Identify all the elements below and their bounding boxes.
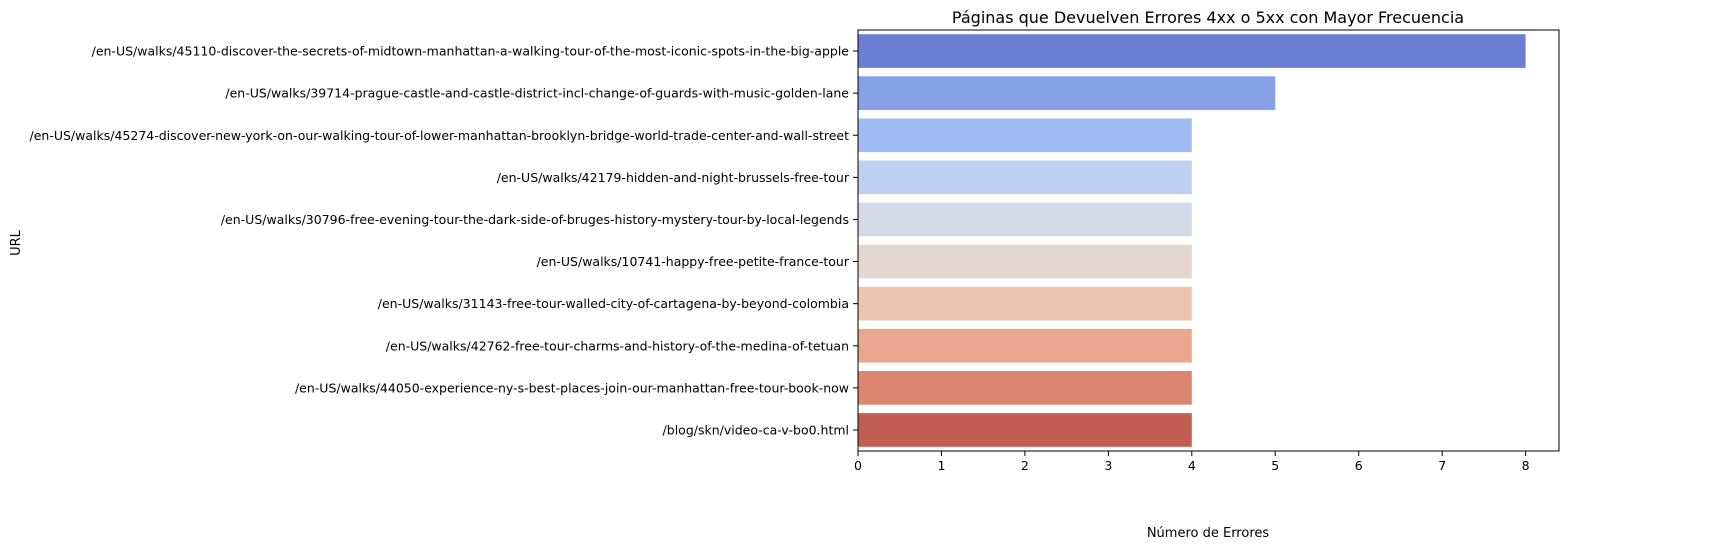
y-tick-label: /en-US/walks/31143-free-tour-walled-city…	[378, 296, 849, 311]
bar	[858, 202, 1192, 237]
x-tick-label: 1	[937, 458, 945, 473]
x-tick-label: 8	[1522, 458, 1530, 473]
x-tick-label: 7	[1438, 458, 1446, 473]
chart-title: Páginas que Devuelven Errores 4xx o 5xx …	[952, 8, 1464, 27]
x-tick-label: 0	[854, 458, 862, 473]
bar	[858, 413, 1192, 447]
bar	[858, 244, 1192, 279]
x-tick-label: 3	[1104, 458, 1112, 473]
y-tick-label: /en-US/walks/45274-discover-new-york-on-…	[30, 128, 850, 143]
y-tick-label: /en-US/walks/10741-happy-free-petite-fra…	[537, 254, 850, 269]
x-axis-label: Número de Errores	[1147, 526, 1270, 541]
bars-layer	[858, 34, 1526, 447]
y-tick-label: /blog/skn/video-ca-v-bo0.html	[663, 422, 849, 437]
bar	[858, 328, 1192, 363]
bar	[858, 118, 1192, 153]
y-tick-label: /en-US/walks/39714-prague-castle-and-cas…	[225, 86, 849, 101]
bar	[858, 160, 1192, 195]
bar	[858, 34, 1526, 68]
bar	[858, 286, 1192, 321]
y-tick-label: /en-US/walks/30796-free-evening-tour-the…	[221, 212, 849, 227]
y-tick-label: /en-US/walks/42762-free-tour-charms-and-…	[386, 338, 849, 353]
plot-frame	[857, 29, 1560, 452]
y-tick-label: /en-US/walks/42179-hidden-and-night-brus…	[497, 170, 850, 185]
bar	[858, 76, 1276, 110]
x-tick-label: 2	[1021, 458, 1029, 473]
y-tick-label: /en-US/walks/45110-discover-the-secrets-…	[92, 44, 850, 59]
x-tick-label: 5	[1271, 458, 1279, 473]
y-tick-labels: /en-US/walks/45110-discover-the-secrets-…	[30, 44, 858, 437]
x-ticks: 0 1 2 3 4 5 6 7 8	[854, 451, 1530, 473]
axes-frame	[857, 29, 1560, 452]
x-tick-label: 4	[1188, 458, 1196, 473]
y-tick-label: /en-US/walks/44050-experience-ny-s-best-…	[295, 380, 849, 395]
bar	[858, 371, 1192, 405]
x-tick-label: 6	[1355, 458, 1363, 473]
y-axis-label: URL	[9, 229, 24, 256]
